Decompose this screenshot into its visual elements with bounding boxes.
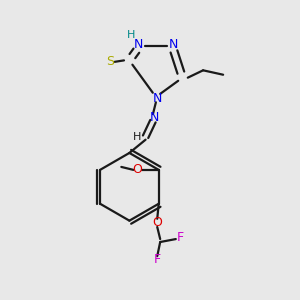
Text: H: H	[133, 132, 141, 142]
Text: S: S	[106, 56, 114, 68]
Text: N: N	[153, 92, 162, 105]
Text: N: N	[150, 111, 159, 124]
Text: F: F	[154, 253, 161, 266]
Text: F: F	[177, 231, 184, 244]
Text: N: N	[133, 38, 143, 51]
Text: H: H	[126, 30, 135, 40]
Text: O: O	[152, 216, 162, 230]
Text: O: O	[133, 164, 142, 176]
Text: N: N	[169, 38, 178, 51]
